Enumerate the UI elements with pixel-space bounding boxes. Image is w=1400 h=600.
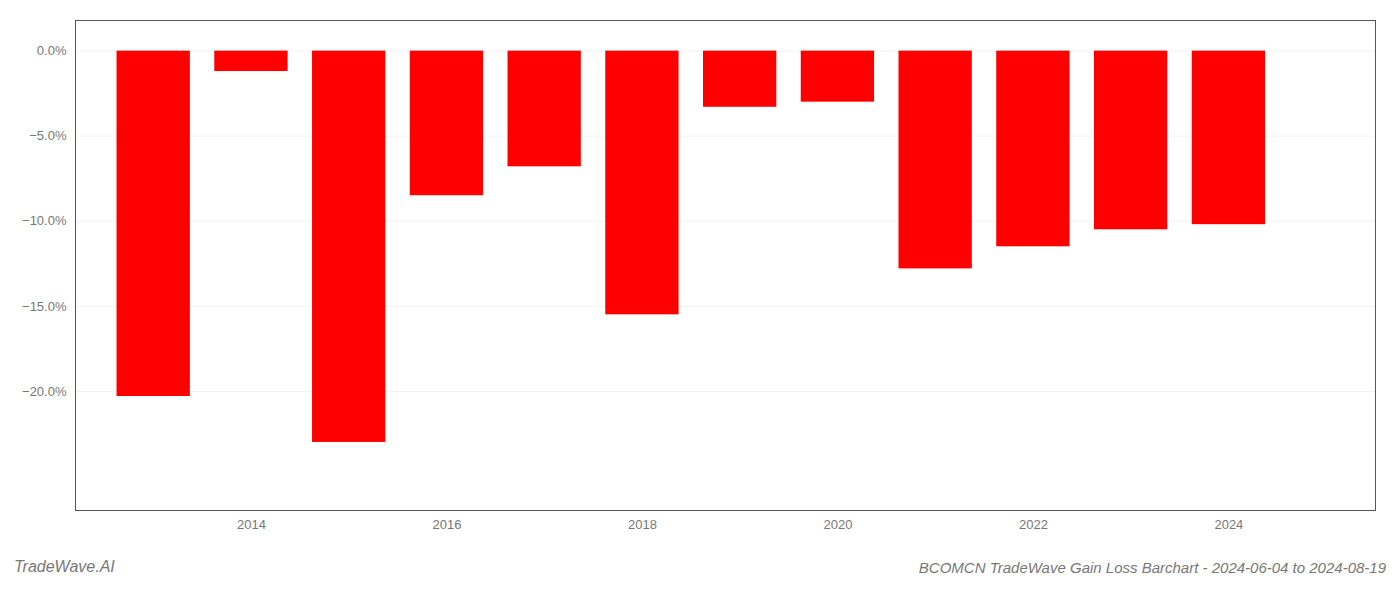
svg-text:2024: 2024 (1214, 517, 1243, 532)
svg-text:−10.0%: −10.0% (22, 213, 67, 228)
html-text:TradeWave.AI: TradeWave.AI (14, 558, 115, 575)
svg-text:2016: 2016 (432, 517, 461, 532)
svg-text:2022: 2022 (1019, 517, 1048, 532)
svg-text:−15.0%: −15.0% (22, 298, 67, 313)
svg-text:−5.0%: −5.0% (29, 128, 67, 143)
html-text:BCOMCN TradeWave Gain Loss Bar: BCOMCN TradeWave Gain Loss Barchart - 20… (918, 559, 1386, 576)
svg-text:0.0%: 0.0% (37, 43, 67, 58)
svg-text:2020: 2020 (823, 517, 852, 532)
svg-text:2018: 2018 (628, 517, 657, 532)
svg-text:2014: 2014 (237, 517, 266, 532)
svg-text:−20.0%: −20.0% (22, 384, 67, 399)
